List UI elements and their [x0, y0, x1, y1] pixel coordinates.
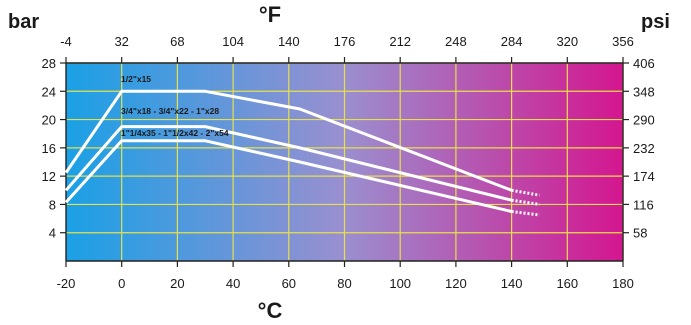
right-tick-label: 406: [633, 56, 655, 71]
top-tick-label: -4: [60, 34, 72, 49]
series-labels: 1/2"x15 3/4"x18 - 3/4"x22 - 1"x28 1"1/4x35…: [121, 74, 229, 138]
series-line-3: [64, 139, 512, 213]
bottom-tick-label: 180: [612, 276, 634, 291]
right-tick-label: 290: [633, 113, 655, 128]
bottom-tick-label: 140: [501, 276, 523, 291]
series-label-3: 1"1/4x35 - 1"1/2x42 - 2"x54: [121, 128, 229, 138]
series-label-2: 3/4"x18 - 3/4"x22 - 1"x28: [121, 106, 219, 116]
bottom-unit-label: °C: [258, 298, 283, 323]
left-tick-label: 28: [42, 56, 56, 71]
top-tick-label: 176: [334, 34, 356, 49]
top-unit-label: °F: [259, 2, 281, 27]
bottom-tick-label: 20: [170, 276, 184, 291]
series-line-dotted-1: [511, 188, 540, 197]
left-tick-label: 24: [42, 84, 56, 99]
top-tick-label: 320: [556, 34, 578, 49]
left-unit-label: bar: [8, 11, 39, 33]
bottom-tick-label: 0: [118, 276, 125, 291]
left-tick-label: 20: [42, 113, 56, 128]
right-tick-label: 348: [633, 84, 655, 99]
top-tick-label: 140: [278, 34, 300, 49]
left-tick-label: 12: [42, 169, 56, 184]
top-tick-label: 32: [114, 34, 128, 49]
series-line-dotted-2: [511, 198, 540, 206]
series-lines: [64, 89, 540, 217]
tick-labels: -20 0 20 40 60 80 100 120 140 160 180 -4 32 68 104 140 1…: [42, 34, 655, 291]
bottom-tick-label: 80: [337, 276, 351, 291]
series-line-2: [64, 125, 512, 202]
right-unit-label: psi: [641, 11, 670, 33]
top-tick-label: 248: [445, 34, 467, 49]
axes: [60, 57, 629, 267]
top-tick-label: 356: [612, 34, 634, 49]
top-tick-label: 284: [501, 34, 523, 49]
bottom-tick-label: 160: [556, 276, 578, 291]
right-tick-label: 174: [633, 169, 655, 184]
bottom-tick-label: 120: [445, 276, 467, 291]
bottom-tick-label: 40: [226, 276, 240, 291]
top-tick-label: 68: [170, 34, 184, 49]
series-label-1: 1/2"x15: [121, 74, 151, 84]
top-tick-label: 212: [389, 34, 411, 49]
right-tick-label: 116: [633, 197, 654, 212]
series-line-dotted-3: [511, 210, 540, 217]
left-tick-label: 4: [49, 226, 56, 241]
series-line-1: [64, 89, 513, 192]
top-tick-label: 104: [222, 34, 244, 49]
left-tick-label: 16: [42, 141, 56, 156]
right-tick-label: 232: [633, 141, 655, 156]
left-tick-label: 8: [49, 197, 56, 212]
right-tick-label: 58: [633, 226, 647, 241]
bottom-tick-label: 60: [282, 276, 296, 291]
bottom-tick-label: 100: [389, 276, 411, 291]
bottom-tick-label: -20: [57, 276, 76, 291]
